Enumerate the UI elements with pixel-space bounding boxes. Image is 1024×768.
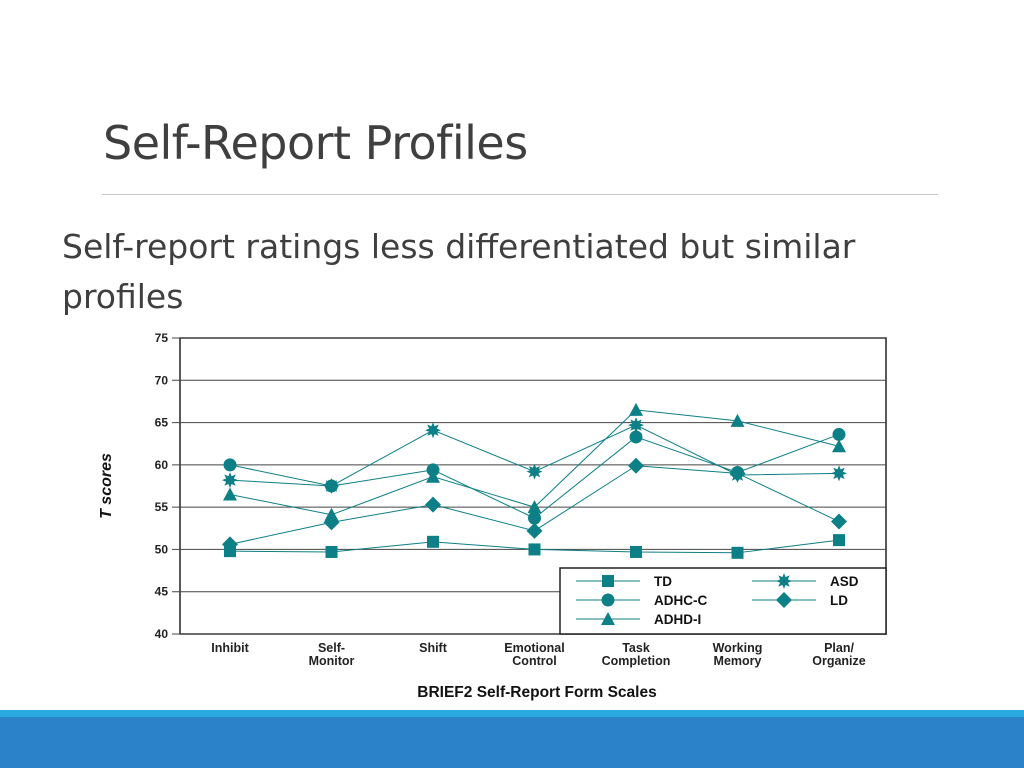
data-point-asd: [526, 463, 543, 480]
y-tick-label: 75: [155, 331, 169, 345]
slide-subtitle: Self-report ratings less differentiated …: [62, 227, 856, 316]
x-tick-label: Organize: [812, 654, 866, 668]
data-point-adhd-i: [223, 487, 237, 501]
data-point-adhd-i: [730, 413, 745, 427]
t-score-line-chart: 75 70 65 60 55 50 45 40 Inhibit Self-Monitor Shif…: [98, 331, 887, 701]
x-tick-label: Monitor: [309, 654, 355, 668]
data-point-ld: [628, 457, 644, 474]
y-tick-label: 55: [155, 500, 169, 514]
data-point-ld: [831, 513, 847, 530]
legend-label-asd: ASD: [830, 574, 859, 589]
legend-marker-ld: [776, 592, 792, 608]
series-adhd-i: [223, 402, 846, 521]
data-point-asd: [628, 417, 644, 434]
x-tick-labels: Inhibit Self-Monitor Shift EmotionalControl…: [211, 641, 866, 668]
x-tick-label: Control: [512, 654, 556, 668]
data-point-td: [833, 534, 845, 547]
data-point-adhd-i: [426, 469, 440, 483]
x-axis-label: BRIEF2 Self-Report Form Scales: [417, 684, 656, 701]
y-axis-label: T scores: [98, 453, 115, 519]
legend-marker-asd: [776, 573, 792, 589]
data-point-adhc-c: [223, 458, 237, 472]
x-tick-label: Self-: [318, 641, 345, 655]
series-ld: [222, 457, 847, 553]
data-point-td: [528, 543, 541, 556]
data-point-td: [427, 535, 439, 548]
data-point-td: [731, 546, 744, 559]
y-tick-label: 65: [155, 416, 169, 430]
x-tick-label: Working: [713, 641, 763, 655]
data-point-ld: [222, 536, 238, 553]
x-tick-label: Completion: [602, 654, 671, 668]
data-point-asd: [425, 422, 441, 439]
y-tick-labels: 75 70 65 60 55 50 45 40: [155, 331, 169, 641]
data-point-asd: [323, 478, 340, 494]
data-point-adhd-i: [527, 500, 542, 514]
series-asd: [222, 417, 847, 494]
legend-marker-td: [602, 575, 614, 587]
legend-marker-adhd-i: [601, 612, 615, 625]
footer-band-light: [0, 710, 1024, 717]
data-point-adhc-c: [832, 427, 846, 441]
y-tick-label: 60: [155, 458, 169, 472]
chart-legend: TD ADHC-C ADHD-I ASD LD: [559, 567, 887, 635]
data-point-ld: [425, 496, 441, 513]
legend-label-adhc-c: ADHC-C: [654, 593, 707, 608]
x-tick-label: Memory: [714, 654, 762, 668]
data-point-adhc-c: [629, 430, 643, 444]
data-point-ld: [729, 465, 746, 482]
legend-marker-adhc-c: [601, 593, 615, 607]
y-tick-label: 45: [155, 585, 169, 599]
footer-band-dark: [0, 717, 1024, 768]
chart-series: [222, 402, 847, 559]
legend-label-td: TD: [654, 574, 672, 589]
legend-label-ld: LD: [830, 593, 848, 608]
title-divider: [102, 194, 938, 195]
series-line-adhd-i: [229, 409, 840, 516]
x-tick-label: Plan/: [824, 641, 854, 655]
slide-title: Self-Report Profiles: [103, 116, 528, 170]
y-tick-label: 70: [155, 373, 169, 387]
data-point-td: [630, 545, 642, 558]
x-tick-label: Shift: [419, 641, 448, 655]
series-td: [224, 534, 845, 559]
x-tick-label: Task: [622, 641, 650, 655]
data-point-asd: [831, 465, 847, 482]
x-tick-label: Emotional: [504, 641, 564, 655]
data-point-td: [325, 545, 338, 558]
data-point-adhd-i: [629, 402, 643, 416]
y-tick-label: 50: [155, 542, 169, 556]
x-tick-label: Inhibit: [211, 641, 249, 655]
data-point-ld: [323, 514, 340, 531]
data-point-adhd-i: [324, 507, 339, 521]
data-point-adhc-c: [528, 511, 541, 525]
data-point-asd: [222, 472, 238, 489]
legend-label-adhd-i: ADHD-I: [654, 612, 701, 627]
y-tick-label: 40: [155, 627, 169, 641]
data-point-ld: [526, 522, 543, 539]
data-point-adhd-i: [832, 439, 846, 453]
